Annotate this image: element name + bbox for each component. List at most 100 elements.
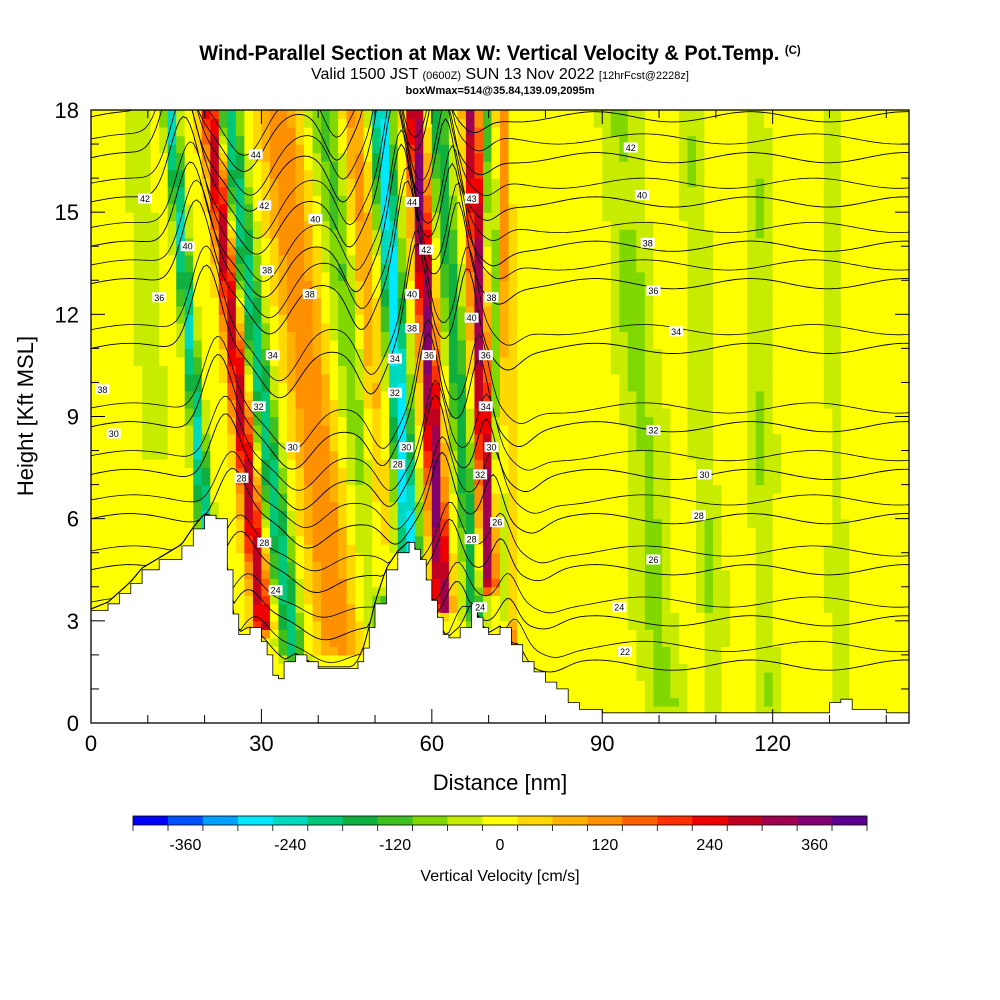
velocity-cell xyxy=(244,467,254,477)
velocity-cell xyxy=(235,620,245,630)
velocity-cell xyxy=(525,407,535,418)
velocity-cell xyxy=(568,399,578,409)
velocity-cell xyxy=(568,246,578,256)
velocity-cell xyxy=(491,161,501,171)
velocity-cell xyxy=(312,603,322,613)
velocity-cell xyxy=(670,288,680,298)
velocity-cell xyxy=(670,688,680,699)
velocity-cell xyxy=(125,161,135,171)
velocity-cell xyxy=(414,144,424,154)
velocity-cell xyxy=(338,586,348,596)
velocity-cell xyxy=(372,425,382,435)
velocity-cell xyxy=(602,203,612,213)
velocity-cell xyxy=(261,339,271,349)
velocity-cell xyxy=(176,110,186,120)
velocity-cell xyxy=(193,144,203,154)
velocity-cell xyxy=(465,365,476,375)
velocity-cell xyxy=(304,161,314,171)
velocity-cell xyxy=(585,680,595,690)
velocity-cell xyxy=(525,305,535,315)
velocity-cell xyxy=(551,399,561,409)
velocity-cell xyxy=(482,501,493,511)
velocity-cell xyxy=(636,152,646,162)
velocity-cell xyxy=(440,297,450,307)
velocity-cell xyxy=(568,305,578,315)
velocity-cell xyxy=(389,407,399,418)
velocity-cell xyxy=(133,152,143,162)
velocity-cell xyxy=(636,612,646,622)
velocity-cell xyxy=(448,467,458,477)
velocity-cell xyxy=(116,407,126,418)
velocity-cell xyxy=(312,654,322,664)
velocity-cell xyxy=(142,110,152,120)
velocity-cell xyxy=(346,263,356,273)
velocity-cell xyxy=(227,203,237,213)
velocity-cell xyxy=(644,271,654,281)
velocity-cell xyxy=(397,527,407,537)
velocity-cell xyxy=(414,518,424,528)
velocity-cell xyxy=(517,297,527,307)
velocity-cell xyxy=(397,339,407,349)
velocity-cell xyxy=(619,680,629,690)
velocity-cell xyxy=(108,127,118,137)
velocity-cell xyxy=(465,399,476,409)
velocity-cell xyxy=(457,595,467,605)
velocity-cell xyxy=(508,178,518,188)
velocity-cell xyxy=(517,535,527,545)
velocity-cell xyxy=(431,467,441,477)
velocity-cell xyxy=(500,280,510,290)
velocity-cell xyxy=(312,169,322,179)
velocity-cell xyxy=(500,322,510,332)
velocity-cell xyxy=(210,220,220,230)
velocity-cell xyxy=(355,476,365,486)
velocity-cell xyxy=(91,459,101,469)
velocity-cell xyxy=(482,595,493,605)
velocity-cell xyxy=(670,484,680,494)
velocity-cell xyxy=(312,569,322,579)
velocity-cell xyxy=(653,442,663,452)
velocity-cell xyxy=(176,144,186,154)
velocity-cell xyxy=(508,595,518,605)
velocity-cell xyxy=(227,416,237,426)
velocity-cell xyxy=(125,186,135,196)
velocity-cell xyxy=(457,493,467,503)
velocity-cell xyxy=(619,348,629,358)
velocity-cell xyxy=(457,118,467,128)
velocity-cell xyxy=(542,382,552,392)
velocity-cell xyxy=(508,450,518,460)
velocity-cell xyxy=(500,365,510,375)
velocity-cell xyxy=(525,339,535,349)
velocity-cell xyxy=(602,467,612,477)
velocity-cell xyxy=(278,501,288,511)
velocity-cell xyxy=(610,586,620,596)
velocity-cell xyxy=(244,620,254,630)
velocity-cell xyxy=(542,229,552,239)
velocity-cell xyxy=(474,527,484,537)
velocity-cell xyxy=(576,305,586,315)
velocity-cell xyxy=(286,450,297,460)
velocity-cell xyxy=(116,280,126,290)
velocity-cell xyxy=(184,399,194,409)
velocity-cell xyxy=(448,382,458,392)
velocity-cell xyxy=(329,476,339,486)
velocity-cell xyxy=(644,467,654,477)
velocity-cell xyxy=(218,459,228,469)
velocity-cell xyxy=(406,144,416,154)
velocity-cell xyxy=(278,373,288,384)
velocity-cell xyxy=(159,450,169,460)
velocity-cell xyxy=(576,178,586,188)
velocity-cell xyxy=(619,152,629,162)
chart-subtitle: Valid 1500 JST (0600Z) SUN 13 Nov 2022 [… xyxy=(0,66,1000,85)
velocity-cell xyxy=(346,254,356,264)
velocity-cell xyxy=(116,569,126,579)
velocity-cell xyxy=(244,118,254,128)
velocity-cell xyxy=(286,544,297,554)
velocity-cell xyxy=(542,501,552,511)
velocity-cell xyxy=(252,280,263,290)
velocity-cell xyxy=(482,229,493,239)
velocity-cell xyxy=(133,365,143,375)
velocity-cell xyxy=(150,280,160,290)
velocity-cell xyxy=(355,314,365,324)
velocity-cell xyxy=(491,373,501,384)
velocity-cell xyxy=(602,450,612,460)
